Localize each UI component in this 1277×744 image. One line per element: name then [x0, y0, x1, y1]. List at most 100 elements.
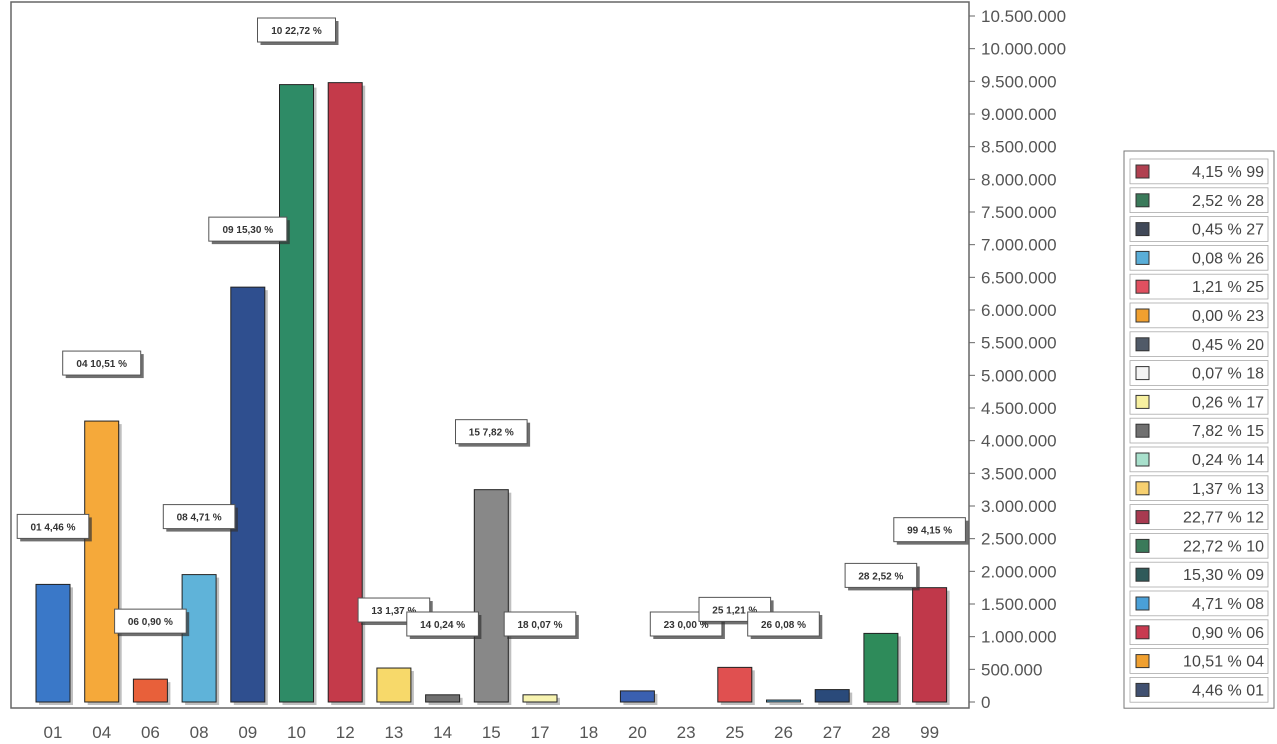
legend-row: [1129, 244, 1269, 271]
y-tick-label: 10.000.000: [981, 40, 1066, 59]
y-tick-label: 9.000.000: [981, 105, 1057, 124]
bar-27: [814, 689, 850, 703]
callout-label: 15 7,82 %: [469, 428, 514, 439]
x-tick-label: 13: [384, 723, 403, 742]
legend-row: [1129, 302, 1269, 329]
bar-08: [181, 574, 217, 703]
bar-shadow: [769, 703, 804, 705]
y-tick-label: 4.500.000: [981, 399, 1057, 418]
y-tick-label: 1.000.000: [981, 628, 1057, 647]
legend-label: 0,26 % 17: [1192, 394, 1264, 411]
legend-row: [1129, 331, 1269, 357]
x-tick-label: 14: [433, 723, 452, 742]
callouts-group: 01 4,46 % 04 10,51 % 06 0,90 % 08 4,71 % 09 …: [16, 17, 969, 639]
legend-swatch: [1135, 164, 1150, 179]
legend-row: [1129, 619, 1269, 645]
legend-row: [1129, 360, 1269, 386]
bar-26: [766, 699, 801, 703]
legend-label: 1,37 % 13: [1192, 481, 1264, 498]
x-tick-label: 26: [774, 723, 793, 742]
legend-label: 4,15 % 99: [1192, 164, 1264, 181]
legend-swatch: [1135, 654, 1150, 669]
y-tick-label: 3.000.000: [981, 497, 1057, 516]
y-tick-label: 500.000: [981, 660, 1042, 679]
x-tick-label: 25: [725, 723, 744, 742]
bar-20: [619, 690, 655, 703]
callout-label: 23 0,00 %: [664, 620, 709, 631]
legend-label: 1,21 % 25: [1192, 279, 1264, 296]
callout-label: 04 10,51 %: [76, 359, 127, 370]
callout-label: 18 0,07 %: [517, 620, 562, 631]
callout-box: [16, 513, 90, 539]
bar-06: [132, 678, 168, 703]
x-tick-label: 04: [92, 723, 111, 742]
legend-label: 4,46 % 01: [1192, 682, 1264, 699]
x-tick-label: 15: [482, 723, 501, 742]
legend-label: 2,52 % 28: [1192, 193, 1264, 210]
bar-10: [279, 84, 314, 703]
bar-09: [230, 286, 266, 703]
bar-13: [376, 667, 412, 703]
callout-box: [844, 562, 918, 588]
legend: 4,15 % 99 2,52 % 28 0,45 % 27 0,08 % 26 1,21…: [1123, 150, 1275, 709]
y-tick-label: 8.500.000: [981, 138, 1057, 157]
x-tick-label: 18: [579, 723, 598, 742]
x-tick-label: 06: [141, 723, 160, 742]
callout-box: [208, 216, 288, 242]
legend-label: 0,24 % 14: [1192, 452, 1264, 469]
legend-swatch: [1135, 510, 1150, 525]
callout-box: [162, 504, 236, 530]
callout-label: 09 15,30 %: [222, 225, 273, 236]
callout-box: [114, 608, 187, 634]
legend-row: [1129, 417, 1269, 444]
legend-row: [1129, 158, 1269, 185]
legend-row: [1129, 504, 1269, 530]
y-tick-label: 1.500.000: [981, 595, 1057, 614]
callout-box: [257, 17, 336, 43]
legend-label: 0,45 % 20: [1192, 337, 1264, 354]
legend-swatch: [1135, 538, 1150, 553]
callout-box: [503, 611, 577, 637]
y-tick-label: 10.500.000: [981, 7, 1066, 26]
legend-label: 0,45 % 27: [1192, 222, 1264, 239]
y-tick-label: 5.500.000: [981, 334, 1057, 353]
y-tick-label: 2.500.000: [981, 530, 1057, 549]
y-tick-label: 7.500.000: [981, 203, 1057, 222]
callout-label: 10 22,72 %: [271, 26, 322, 37]
legend-row: [1129, 216, 1269, 242]
legend-row: [1129, 590, 1269, 617]
legend-row: [1129, 533, 1269, 559]
legend-row: [1129, 561, 1269, 588]
y-tick-label: 4.000.000: [981, 432, 1057, 451]
legend-swatch: [1135, 567, 1150, 582]
bar-17: [522, 694, 558, 703]
legend-label: 15,30 % 09: [1183, 567, 1264, 584]
legend-row: [1129, 388, 1269, 415]
y-axis: 0 500.000 1.000.000 1.500.000 2.000.000 2.500…: [969, 7, 1066, 712]
x-tick-label: 20: [628, 723, 647, 742]
legend-label: 0,00 % 23: [1192, 308, 1264, 325]
x-tick-label: 08: [190, 723, 209, 742]
x-tick-label: 17: [531, 723, 550, 742]
legend-label: 0,07 % 18: [1192, 366, 1264, 383]
callout-box: [406, 611, 479, 637]
callout-label: 25 1,21 %: [712, 605, 757, 616]
x-tick-label: 27: [823, 723, 842, 742]
legend-label: 22,72 % 10: [1183, 538, 1264, 555]
legend-label: 0,90 % 06: [1192, 625, 1264, 642]
legend-label: 7,82 % 15: [1192, 423, 1264, 440]
x-tick-label: 28: [871, 723, 890, 742]
legend-row: [1129, 648, 1269, 674]
callout-label: 06 0,90 %: [128, 617, 173, 628]
legend-swatch: [1135, 337, 1150, 352]
y-tick-label: 8.000.000: [981, 170, 1057, 189]
legend-swatch: [1135, 308, 1150, 323]
legend-label: 0,08 % 26: [1192, 250, 1264, 267]
y-tick-label: 0: [981, 693, 990, 712]
callout-box: [747, 611, 820, 637]
legend-swatch: [1135, 193, 1150, 208]
callout-label: 13 1,37 %: [371, 606, 416, 617]
bar-12: [327, 82, 363, 703]
legend-row: [1129, 446, 1269, 473]
